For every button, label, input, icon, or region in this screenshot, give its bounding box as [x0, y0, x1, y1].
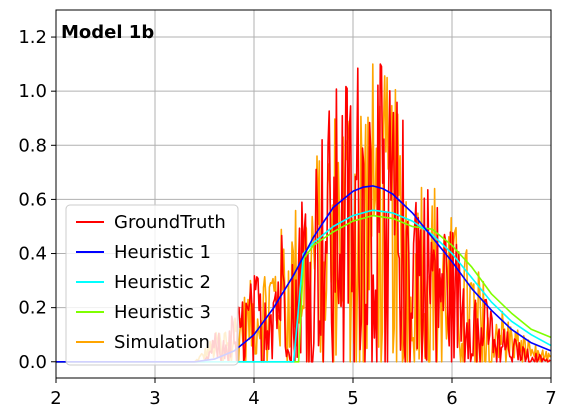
chart-title: Model 1b: [61, 22, 154, 43]
x-tick-label: 3: [149, 388, 160, 409]
legend-label: Heuristic 3: [114, 302, 211, 323]
y-tick-label: 0.6: [18, 189, 47, 210]
y-tick-label: 0.4: [18, 244, 47, 265]
y-tick-label: 1.2: [18, 27, 47, 48]
x-tick-label: 4: [248, 388, 259, 409]
x-tick-label: 7: [545, 388, 556, 409]
y-tick-label: 0.0: [18, 352, 47, 373]
y-tick-label: 1.0: [18, 81, 47, 102]
x-tick-label: 5: [347, 388, 358, 409]
legend-label: GroundTruth: [114, 212, 226, 233]
legend-label: Heuristic 1: [114, 242, 211, 263]
y-tick-label: 0.2: [18, 298, 47, 319]
legend-label: Simulation: [114, 332, 210, 353]
x-tick-label: 2: [50, 388, 61, 409]
y-tick-label: 0.8: [18, 135, 47, 156]
legend-label: Heuristic 2: [114, 272, 211, 293]
legend: GroundTruth Heuristic 1 Heuristic 2 Heurist…: [66, 205, 238, 365]
x-tick-label: 6: [446, 388, 457, 409]
